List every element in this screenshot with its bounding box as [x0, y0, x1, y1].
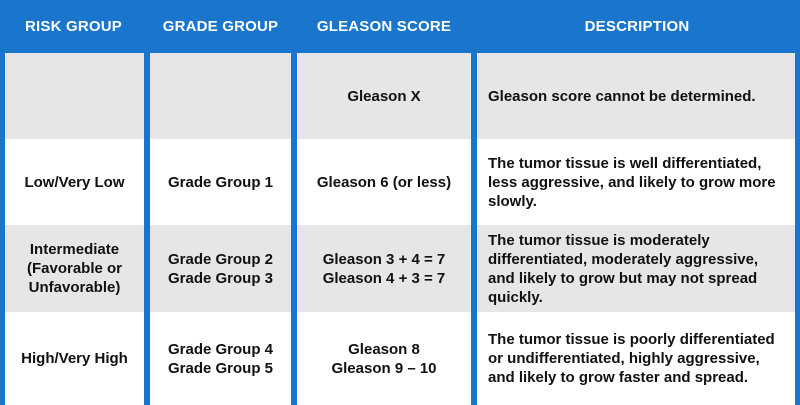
cell-text: Gleason X [347, 87, 420, 106]
grade-group-cell: Grade Group 4 Grade Group 5 [150, 312, 291, 405]
cell-text: The tumor tissue is moderately differenti… [488, 231, 758, 307]
description-cell: The tumor tissue is well differentiated,… [477, 139, 795, 225]
cell-line: Grade Group 4 [167, 340, 274, 358]
cell-text: High/Very High [21, 349, 128, 368]
header-risk-group: RISK GROUP [24, 18, 122, 35]
cell-line: Grade Group 2 [167, 250, 274, 268]
description-cell: The tumor tissue is moderately differenti… [477, 225, 795, 312]
cell-text: Grade Group 1 [168, 173, 273, 192]
cell-text: Gleason score cannot be determined. [488, 87, 756, 106]
gleason-score-cell: Gleason 3 + 4 = 7 Gleason 4 + 3 = 7 [297, 225, 471, 312]
risk-group-cell [5, 53, 144, 139]
cell-line: differentiated, moderately aggressive, [488, 250, 759, 268]
cell-line: less aggressive, and likely to grow more [488, 173, 776, 191]
cell-text: Gleason 6 (or less) [317, 173, 451, 192]
cell-line: High/Very High [21, 350, 128, 367]
cell-text: The tumor tissue is poorly differentiate… [488, 330, 775, 387]
cell-text: Grade Group 4 Grade Group 5 [168, 340, 273, 378]
description-cell: The tumor tissue is poorly differentiate… [477, 312, 795, 405]
cell-line: Grade Group 3 [167, 269, 274, 287]
cell-line: The tumor tissue is poorly differentiate… [488, 331, 775, 348]
cell-text: Gleason 8 Gleason 9 – 10 [331, 340, 436, 378]
cell-line: Gleason 8 [348, 340, 420, 358]
cell-line: Intermediate [29, 241, 120, 258]
header-description: DESCRIPTION [584, 18, 690, 35]
cell-text: Intermediate (Favorable or Unfavorable) [27, 240, 122, 297]
cell-line: The tumor tissue is well differentiated, [488, 154, 762, 172]
description-cell: Gleason score cannot be determined. [477, 53, 795, 139]
cell-line: and likely to grow faster and spread. [488, 369, 749, 386]
cell-line: Grade Group 1 [167, 173, 274, 191]
cell-line: Grade Group 5 [167, 359, 274, 377]
cell-text: Gleason 3 + 4 = 7 Gleason 4 + 3 = 7 [323, 250, 446, 288]
cell-line: quickly. [488, 288, 543, 306]
cell-line: or undifferentiated, highly aggressive, [488, 350, 760, 367]
risk-group-cell: High/Very High [5, 312, 144, 405]
gleason-score-cell: Gleason X [297, 53, 471, 139]
cell-line: Gleason 3 + 4 = 7 [322, 250, 446, 268]
cell-line: Gleason 6 (or less) [316, 173, 452, 191]
cell-line: Low/Very Low [24, 173, 125, 191]
grade-group-cell: Grade Group 1 [150, 139, 291, 225]
cell-line: Gleason score cannot be determined. [488, 87, 756, 105]
gleason-score-cell: Gleason 6 (or less) [297, 139, 471, 225]
grade-group-cell: Grade Group 2 Grade Group 3 [150, 225, 291, 312]
gleason-score-cell: Gleason 8 Gleason 9 – 10 [297, 312, 471, 405]
cell-line: (Favorable or [26, 260, 123, 277]
cell-line: Gleason 9 – 10 [331, 359, 437, 377]
header-gleason-score: GLEASON SCORE [316, 18, 452, 35]
cell-text: The tumor tissue is well differentiated,… [488, 154, 776, 211]
risk-group-cell: Low/Very Low [5, 139, 144, 225]
cell-line: and likely to grow but may not spread [488, 269, 758, 287]
risk-group-cell: Intermediate (Favorable or Unfavorable) [5, 225, 144, 312]
cell-line: Gleason X [347, 87, 421, 105]
cell-line: The tumor tissue is moderately [488, 231, 710, 249]
cell-line: slowly. [488, 192, 537, 210]
cell-text: Low/Very Low [24, 173, 124, 192]
header-grade-group: GRADE GROUP [162, 18, 279, 35]
cell-line: Unfavorable) [28, 279, 121, 296]
cell-text: Grade Group 2 Grade Group 3 [168, 250, 273, 288]
grade-group-cell [150, 53, 291, 139]
cell-line: Gleason 4 + 3 = 7 [322, 269, 446, 287]
